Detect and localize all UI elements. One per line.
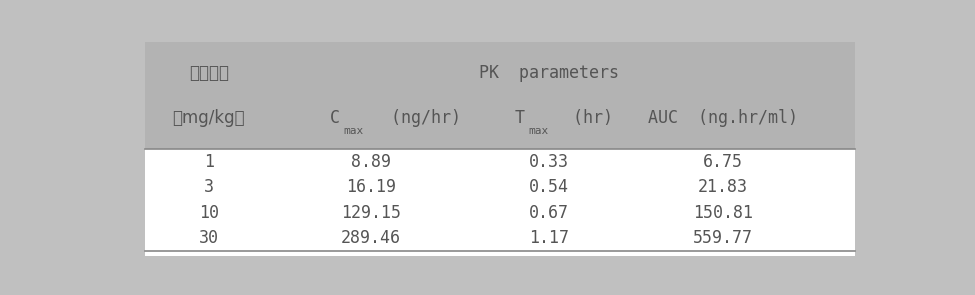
Text: PK  parameters: PK parameters xyxy=(479,64,619,82)
Text: 10: 10 xyxy=(199,204,218,222)
Text: 1.17: 1.17 xyxy=(528,230,568,248)
Text: 0.67: 0.67 xyxy=(528,204,568,222)
Text: 1: 1 xyxy=(204,153,214,171)
Text: T: T xyxy=(515,109,525,127)
Bar xyxy=(144,42,855,149)
Text: (ng/hr): (ng/hr) xyxy=(371,109,461,127)
Text: AUC  (ng.hr/ml): AUC (ng.hr/ml) xyxy=(647,109,798,127)
Text: 8.89: 8.89 xyxy=(351,153,391,171)
Text: 0.54: 0.54 xyxy=(528,178,568,196)
Text: 289.46: 289.46 xyxy=(341,230,402,248)
Text: 3: 3 xyxy=(204,178,214,196)
Text: 129.15: 129.15 xyxy=(341,204,402,222)
Text: （mg/kg）: （mg/kg） xyxy=(173,109,245,127)
Text: 30: 30 xyxy=(199,230,218,248)
Text: 0.33: 0.33 xyxy=(528,153,568,171)
Text: max: max xyxy=(343,126,364,136)
Text: C: C xyxy=(330,109,339,127)
Text: (hr): (hr) xyxy=(553,109,612,127)
Bar xyxy=(144,149,855,256)
Text: 투여용량: 투여용량 xyxy=(189,64,229,82)
Text: 6.75: 6.75 xyxy=(703,153,743,171)
Text: 21.83: 21.83 xyxy=(697,178,748,196)
Text: 16.19: 16.19 xyxy=(346,178,396,196)
Text: max: max xyxy=(528,126,549,136)
Text: 150.81: 150.81 xyxy=(692,204,753,222)
Text: 559.77: 559.77 xyxy=(692,230,753,248)
